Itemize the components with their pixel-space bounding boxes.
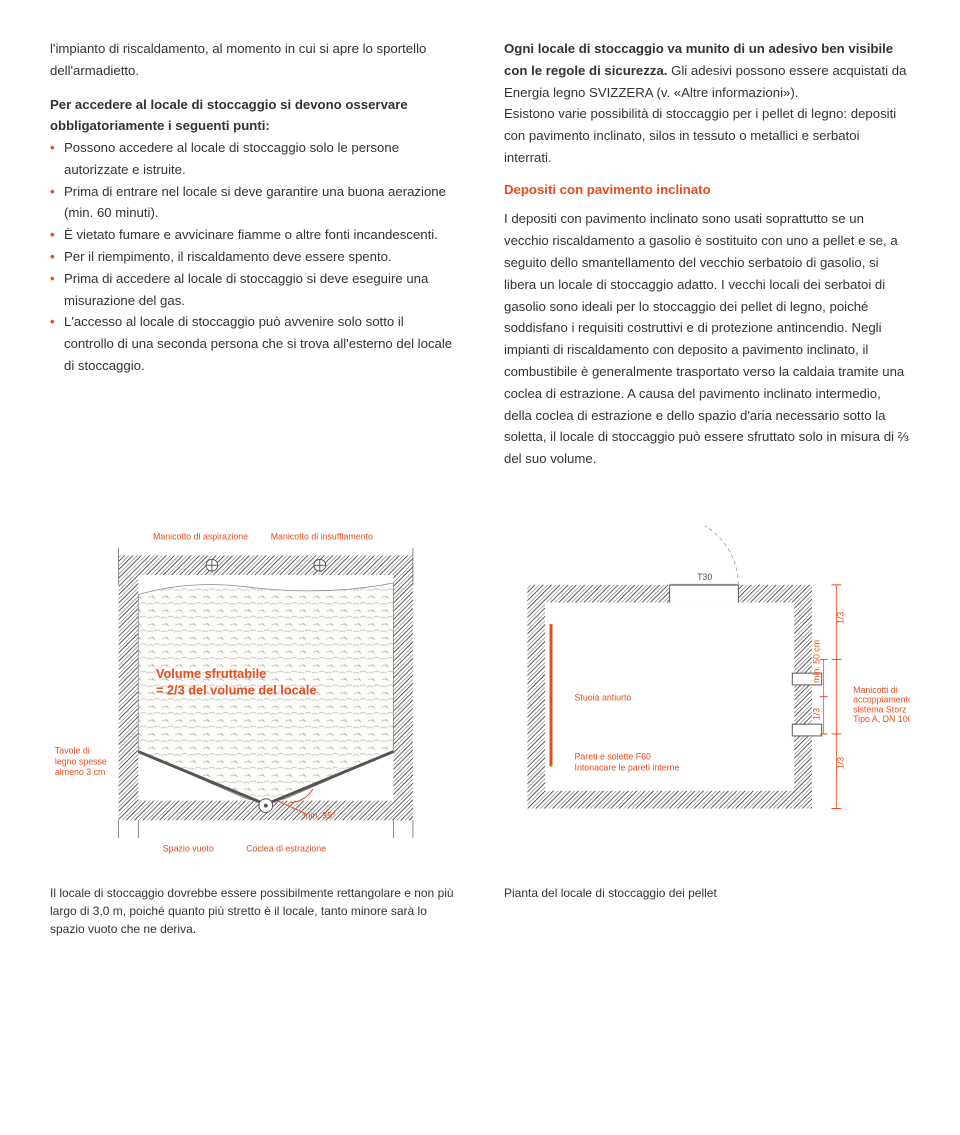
- label-coclea: Coclea di estrazione: [246, 844, 326, 854]
- para3: I depositi con pavimento inclinato sono …: [504, 208, 910, 469]
- label-tavole2: legno spesse: [55, 756, 107, 766]
- captions-row: Il locale di stoccaggio dovrebbe essere …: [50, 884, 910, 938]
- bullet-item: Prima di entrare nel locale si deve gara…: [50, 181, 456, 225]
- label-manicotti3: sistema Storz: [853, 704, 906, 714]
- label-stuoia: Stuoia antiurto: [575, 692, 632, 702]
- lead-text: Per accedere al locale di stoccaggio si …: [50, 94, 456, 138]
- label-frac-mid: 1/3: [812, 708, 822, 720]
- label-volume2: = 2/3 del volume del locale: [156, 683, 317, 698]
- diagrams-row: Manicotto di aspirazione Manicotto di in…: [50, 526, 910, 866]
- label-manicotti1: Manicotti di: [853, 685, 898, 695]
- bullet-list: Possono accedere al locale di stoccaggio…: [50, 137, 456, 377]
- label-pareti1: Pareti e solette F60: [575, 751, 652, 761]
- label-manicotto-ins: Manicotto di insufflamento: [271, 532, 373, 542]
- diagram-plan: T30 Stuoia antiurto Pareti e solette F60…: [498, 526, 910, 866]
- intro-text: l'impianto di riscaldamento, al momento …: [50, 38, 456, 82]
- col-left: l'impianto di riscaldamento, al momento …: [50, 38, 456, 470]
- para1: Ogni locale di stoccaggio va munito di u…: [504, 38, 910, 103]
- bullet-item: Per il riempimento, il riscaldamento dev…: [50, 246, 456, 268]
- plan-svg: T30 Stuoia antiurto Pareti e solette F60…: [498, 526, 910, 860]
- label-min50: min. 50 cm: [812, 640, 822, 683]
- label-frac-bot: 1/3: [835, 757, 845, 769]
- diagram-section: Manicotto di aspirazione Manicotto di in…: [50, 526, 462, 866]
- text-columns: l'impianto di riscaldamento, al momento …: [50, 38, 910, 470]
- label-spazio: Spazio vuoto: [163, 844, 214, 854]
- caption-right: Pianta del locale di stoccaggio dei pell…: [504, 884, 910, 938]
- subheading: Depositi con pavimento inclinato: [504, 179, 910, 201]
- bullet-item: È vietato fumare e avvicinare fiamme o a…: [50, 224, 456, 246]
- section-svg: Manicotto di aspirazione Manicotto di in…: [50, 526, 462, 860]
- caption-left: Il locale di stoccaggio dovrebbe essere …: [50, 884, 456, 938]
- label-manicotti2: accoppiamento: [853, 694, 910, 704]
- label-volume1: Volume sfruttabile: [156, 666, 266, 681]
- para2: Esistono varie possibilità di stoccaggio…: [504, 103, 910, 168]
- bullet-item: Prima di accedere al locale di stoccaggi…: [50, 268, 456, 312]
- label-frac-top: 1/3: [835, 612, 845, 624]
- label-manicotto-asp: Manicotto di aspirazione: [153, 532, 248, 542]
- label-t30: T30: [697, 572, 712, 582]
- col-right: Ogni locale di stoccaggio va munito di u…: [504, 38, 910, 470]
- label-min35: min. 35°: [303, 810, 335, 820]
- label-tavole1: Tavole di: [55, 745, 90, 755]
- label-pareti2: Intonacare le pareti interne: [575, 762, 680, 772]
- label-tavole3: almeno 3 cm: [55, 767, 105, 777]
- bullet-item: Possono accedere al locale di stoccaggio…: [50, 137, 456, 181]
- bullet-item: L'accesso al locale di stoccaggio può av…: [50, 311, 456, 376]
- label-manicotti4: Tipo A, DN 100: [853, 714, 910, 724]
